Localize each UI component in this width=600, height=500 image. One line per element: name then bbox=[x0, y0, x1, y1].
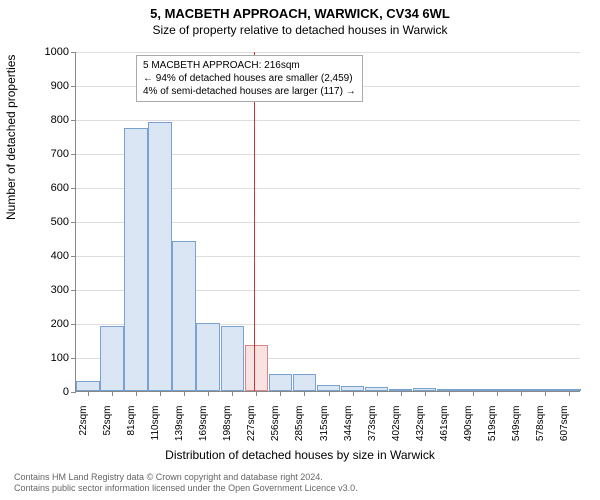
x-tick-label: 490sqm bbox=[463, 406, 474, 456]
footer-line-2: Contains public sector information licen… bbox=[14, 483, 358, 494]
x-tick-label: 578sqm bbox=[535, 406, 546, 456]
x-tick-label: 373sqm bbox=[367, 406, 378, 456]
histogram-bar bbox=[196, 323, 220, 391]
x-tick-label: 519sqm bbox=[487, 406, 498, 456]
y-tick-label: 500 bbox=[29, 216, 69, 228]
x-tick-mark bbox=[88, 391, 89, 396]
chart-plot-area: 5 MACBETH APPROACH: 216sqm← 94% of detac… bbox=[75, 52, 580, 392]
histogram-bar bbox=[100, 326, 124, 391]
x-tick-label: 139sqm bbox=[174, 406, 185, 456]
y-tick-mark bbox=[71, 188, 76, 189]
histogram-bar bbox=[76, 381, 100, 391]
y-tick-mark bbox=[71, 324, 76, 325]
histogram-bar bbox=[124, 128, 148, 392]
x-tick-mark bbox=[280, 391, 281, 396]
x-tick-label: 549sqm bbox=[511, 406, 522, 456]
x-tick-mark bbox=[377, 391, 378, 396]
footer-attribution: Contains HM Land Registry data © Crown c… bbox=[14, 472, 358, 494]
histogram-bar bbox=[293, 374, 317, 391]
x-tick-mark bbox=[208, 391, 209, 396]
y-tick-mark bbox=[71, 120, 76, 121]
x-tick-mark bbox=[136, 391, 137, 396]
x-tick-label: 227sqm bbox=[246, 406, 257, 456]
footer-line-1: Contains HM Land Registry data © Crown c… bbox=[14, 472, 358, 483]
x-tick-label: 344sqm bbox=[343, 406, 354, 456]
chart-title: 5, MACBETH APPROACH, WARWICK, CV34 6WL bbox=[0, 0, 600, 21]
x-tick-mark bbox=[232, 391, 233, 396]
y-tick-label: 0 bbox=[29, 386, 69, 398]
y-tick-mark bbox=[71, 290, 76, 291]
x-tick-mark bbox=[160, 391, 161, 396]
y-tick-label: 400 bbox=[29, 250, 69, 262]
annotation-line: 5 MACBETH APPROACH: 216sqm bbox=[143, 59, 356, 72]
x-tick-mark bbox=[473, 391, 474, 396]
chart-subtitle: Size of property relative to detached ho… bbox=[0, 21, 600, 37]
x-tick-label: 52sqm bbox=[102, 406, 113, 456]
grid-line bbox=[76, 120, 580, 121]
x-tick-label: 110sqm bbox=[150, 406, 161, 456]
histogram-bar bbox=[221, 326, 245, 391]
x-tick-label: 256sqm bbox=[270, 406, 281, 456]
histogram-bar bbox=[148, 122, 172, 391]
x-tick-label: 81sqm bbox=[126, 406, 137, 456]
x-tick-label: 607sqm bbox=[559, 406, 570, 456]
reference-line bbox=[254, 52, 255, 391]
x-tick-mark bbox=[304, 391, 305, 396]
x-tick-label: 315sqm bbox=[319, 406, 330, 456]
x-tick-mark bbox=[112, 391, 113, 396]
x-tick-mark bbox=[521, 391, 522, 396]
y-tick-mark bbox=[71, 86, 76, 87]
annotation-line: ← 94% of detached houses are smaller (2,… bbox=[143, 72, 356, 85]
x-tick-mark bbox=[545, 391, 546, 396]
y-tick-label: 100 bbox=[29, 352, 69, 364]
y-tick-mark bbox=[71, 154, 76, 155]
y-tick-label: 800 bbox=[29, 114, 69, 126]
annotation-line: 4% of semi-detached houses are larger (1… bbox=[143, 85, 356, 98]
histogram-bar bbox=[245, 345, 269, 391]
x-tick-label: 22sqm bbox=[78, 406, 89, 456]
x-tick-label: 169sqm bbox=[198, 406, 209, 456]
annotation-box: 5 MACBETH APPROACH: 216sqm← 94% of detac… bbox=[136, 55, 363, 102]
y-tick-mark bbox=[71, 222, 76, 223]
x-tick-mark bbox=[256, 391, 257, 396]
histogram-bar bbox=[269, 374, 293, 391]
x-tick-label: 461sqm bbox=[439, 406, 450, 456]
y-tick-mark bbox=[71, 358, 76, 359]
y-tick-label: 1000 bbox=[29, 46, 69, 58]
x-tick-mark bbox=[353, 391, 354, 396]
x-tick-label: 432sqm bbox=[415, 406, 426, 456]
y-tick-label: 900 bbox=[29, 80, 69, 92]
y-tick-mark bbox=[71, 392, 76, 393]
y-tick-label: 600 bbox=[29, 182, 69, 194]
y-tick-label: 300 bbox=[29, 284, 69, 296]
x-tick-mark bbox=[569, 391, 570, 396]
y-tick-mark bbox=[71, 256, 76, 257]
x-tick-label: 285sqm bbox=[294, 406, 305, 456]
x-tick-mark bbox=[401, 391, 402, 396]
y-tick-mark bbox=[71, 52, 76, 53]
x-tick-mark bbox=[184, 391, 185, 396]
x-tick-label: 402sqm bbox=[391, 406, 402, 456]
x-tick-mark bbox=[329, 391, 330, 396]
grid-line bbox=[76, 52, 580, 53]
y-axis-label: Number of detached properties bbox=[4, 55, 18, 220]
histogram-bar bbox=[172, 241, 196, 391]
x-tick-mark bbox=[497, 391, 498, 396]
x-tick-mark bbox=[449, 391, 450, 396]
y-tick-label: 200 bbox=[29, 318, 69, 330]
y-tick-label: 700 bbox=[29, 148, 69, 160]
x-tick-label: 198sqm bbox=[222, 406, 233, 456]
x-tick-mark bbox=[425, 391, 426, 396]
